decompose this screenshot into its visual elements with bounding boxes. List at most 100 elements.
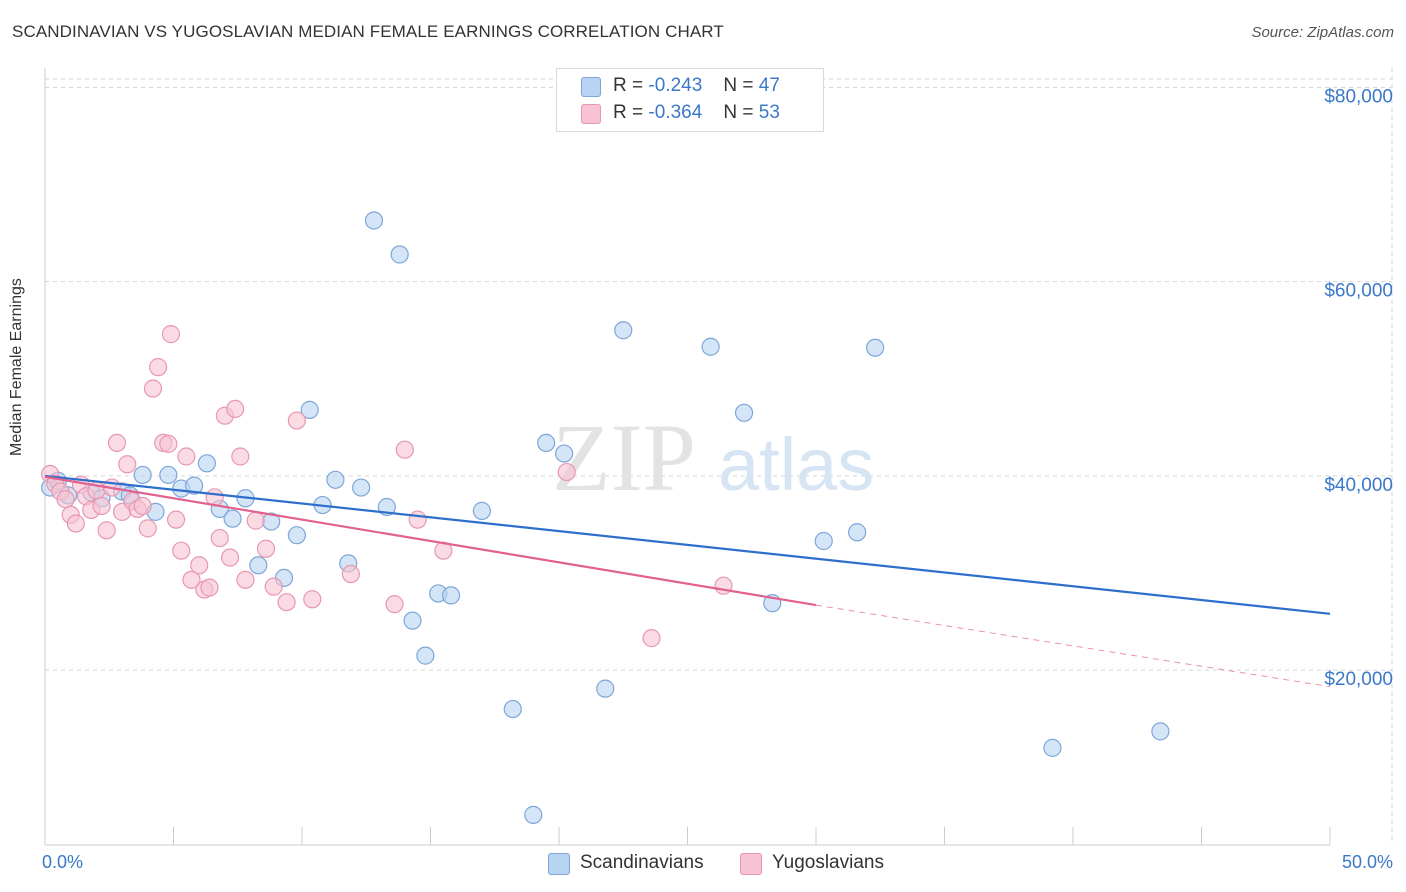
yugoslavian-point <box>642 629 661 648</box>
series-label-scandinavians: Scandinavians <box>580 852 704 873</box>
yugoslavian-point <box>287 411 306 430</box>
yugoslavian-point <box>190 556 209 575</box>
scandinavian-point <box>133 465 152 485</box>
legend-text-scandinavian: R = -0.243 N = 47 <box>613 75 780 97</box>
series-swatch-blue <box>548 853 570 875</box>
yugoslavian-point <box>256 539 276 558</box>
yugoslavian-point <box>166 510 186 529</box>
yugoslavian-point <box>264 577 283 596</box>
scandinavian-point <box>472 501 491 520</box>
yugoslavian-point <box>161 325 181 344</box>
yugoslavian-point <box>200 578 219 597</box>
scandinavian-point <box>701 337 720 356</box>
yugoslavian-point <box>143 379 163 398</box>
watermark: ZIP atlas <box>552 404 874 511</box>
scandinavian-point <box>1151 722 1170 741</box>
scandinavian-trend-line <box>44 474 1331 615</box>
yugoslavian-point <box>177 447 196 466</box>
yugoslavian-point <box>159 434 178 453</box>
yugoslavian-point <box>107 433 127 453</box>
yugoslavian-point <box>408 510 427 529</box>
scandinavian-point <box>441 586 461 605</box>
axis-layer <box>44 68 1331 846</box>
yugoslavian-point <box>56 490 75 509</box>
scandinavian-point <box>524 805 543 824</box>
watermark-zip: ZIP <box>552 404 696 511</box>
scandinavian-point <box>184 476 204 495</box>
scandinavian-point <box>555 444 574 463</box>
legend-swatch-blue <box>581 77 601 97</box>
legend-text-yugoslavian: R = -0.364 N = 53 <box>613 102 780 124</box>
scandinavian-point <box>197 454 217 473</box>
scandinavian-point <box>223 509 242 528</box>
watermark-atlas: atlas <box>718 423 874 506</box>
scandinavian-point <box>326 470 345 489</box>
scandinavian-point <box>403 611 422 630</box>
scandinavian-point <box>503 699 522 719</box>
yugoslavian-point <box>226 399 245 419</box>
yugoslavian-point <box>557 462 576 482</box>
yugoslavian-point <box>148 358 168 377</box>
y-tick-label: $60,000 <box>1324 281 1393 302</box>
scandinavian-point <box>300 400 319 419</box>
scandinavian-point <box>249 556 268 575</box>
yugoslavian-trend-line <box>44 475 817 607</box>
yugoslavian-point <box>231 447 250 466</box>
scandinavian-point <box>416 646 435 665</box>
yugoslavian-point <box>92 496 111 516</box>
yugoslavian-point <box>303 590 322 609</box>
tick-labels: $80,000 $60,000 $40,000 $20,000 0.0% 50.0% <box>42 86 1393 872</box>
scandinavian-point <box>159 465 178 485</box>
legend-r-label: R = <box>613 102 644 123</box>
legend-r-label: R = <box>613 75 644 96</box>
yugoslavian-point <box>138 519 157 538</box>
scandinavian-point <box>364 211 384 230</box>
scandinavian-point <box>848 523 867 542</box>
x-tick-label-min: 0.0% <box>42 852 83 872</box>
legend-swatch-pink <box>581 104 601 124</box>
scandinavian-point <box>537 433 556 453</box>
series-swatch-pink <box>740 853 762 875</box>
yugoslavian-point <box>182 570 201 589</box>
points-layer <box>41 211 1170 824</box>
scandinavian-point <box>352 478 371 497</box>
scandinavian-point <box>390 245 409 264</box>
yugoslavian-point <box>277 593 296 612</box>
legend-n-label: N = <box>723 102 754 123</box>
yugoslavian-point <box>341 564 360 584</box>
scandinavian-point <box>734 403 754 422</box>
trend-layer <box>44 474 1331 688</box>
yugoslavian-point <box>395 440 414 459</box>
legend-n-value-yugoslavian: 53 <box>758 102 780 123</box>
yugoslavian-point <box>97 521 116 540</box>
series-label-yugoslavians: Yugoslavians <box>772 852 884 873</box>
yugoslavian-point <box>133 496 152 516</box>
yugoslavian-point <box>118 455 137 474</box>
yugoslavian-point <box>220 548 240 567</box>
yugoslavian-point <box>385 595 404 614</box>
scandinavian-point <box>866 338 885 357</box>
y-tick-label: $80,000 <box>1324 86 1393 107</box>
scandinavian-point <box>287 526 306 545</box>
legend-r-value-scandinavian: -0.243 <box>648 75 703 96</box>
yugoslavian-point <box>236 570 255 589</box>
scandinavian-point <box>814 531 833 551</box>
legend-n-value-scandinavian: 47 <box>758 75 780 96</box>
y-tick-label: $20,000 <box>1324 669 1393 690</box>
yugoslavian-trend-extension <box>815 604 1331 688</box>
scandinavian-point <box>614 321 633 340</box>
legend-r-value-yugoslavian: -0.364 <box>648 102 703 123</box>
scandinavian-point <box>596 679 615 698</box>
chart-title: SCANDINAVIAN VS YUGOSLAVIAN MEDIAN FEMAL… <box>12 22 724 41</box>
yugoslavian-point <box>210 528 229 548</box>
correlation-legend: R = -0.243 N = 47 R = -0.364 N = 53 <box>556 68 824 132</box>
x-tick-label-max: 50.0% <box>1342 852 1393 872</box>
yugoslavian-point <box>246 511 265 530</box>
legend-n-label: N = <box>723 75 754 96</box>
yugoslavian-point <box>172 541 191 560</box>
y-tick-label: $40,000 <box>1324 475 1393 496</box>
scandinavian-point <box>1043 738 1062 757</box>
source-label: Source: ZipAtlas.com <box>1251 24 1394 41</box>
yugoslavian-point <box>66 514 85 533</box>
